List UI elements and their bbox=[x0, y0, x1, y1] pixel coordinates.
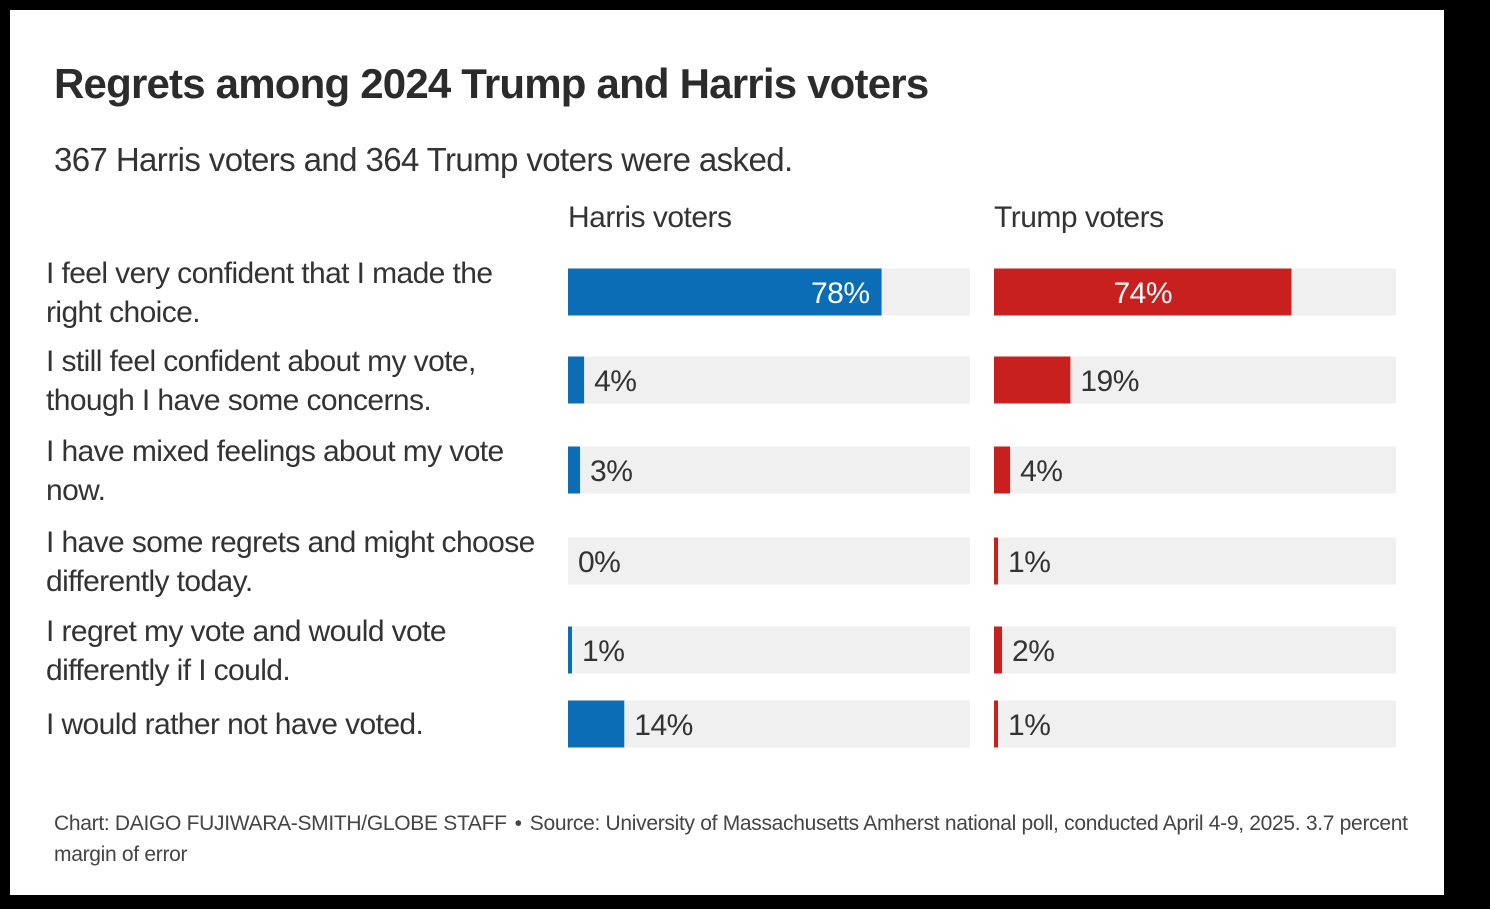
harris-bar bbox=[568, 268, 882, 316]
harris-bar bbox=[568, 700, 625, 748]
harris-bar bbox=[568, 446, 581, 494]
chart-title: Regrets among 2024 Trump and Harris vote… bbox=[54, 60, 929, 107]
bar-chart: Harris voters Trump voters I feel very con… bbox=[46, 201, 1396, 748]
harris-value-label: 4% bbox=[594, 365, 636, 398]
footer-separator: • bbox=[514, 812, 522, 835]
category-label: I have some regrets and might choose bbox=[46, 526, 535, 559]
bar-track bbox=[994, 700, 1396, 748]
harris-value-label: 1% bbox=[582, 635, 624, 668]
bar-track bbox=[994, 537, 1396, 585]
category-label: I feel very confident that I made the bbox=[46, 257, 492, 290]
trump-value-label: 19% bbox=[1080, 365, 1139, 398]
category-label: I regret my vote and would vote bbox=[46, 615, 446, 648]
trump-value-label: 1% bbox=[1008, 546, 1050, 579]
category-label: I still feel confident about my vote, bbox=[46, 345, 476, 378]
harris-bar bbox=[568, 626, 573, 674]
bar-track bbox=[994, 626, 1396, 674]
chart-footer: Chart: DAIGO FUJIWARA-SMITH/GLOBE STAFF •… bbox=[54, 808, 1414, 870]
chart-source: Source: University of Massachusetts Amhe… bbox=[54, 812, 1408, 866]
trump-value-label: 74% bbox=[1113, 277, 1172, 310]
chart-credit: Chart: DAIGO FUJIWARA-SMITH/GLOBE STAFF bbox=[54, 812, 507, 835]
category-label: I would rather not have voted. bbox=[46, 708, 423, 741]
trump-value-label: 2% bbox=[1012, 635, 1054, 668]
chart-card: Regrets among 2024 Trump and Harris vote… bbox=[10, 10, 1444, 895]
category-label: differently today. bbox=[46, 565, 253, 598]
trump-bar bbox=[994, 356, 1071, 404]
trump-bar bbox=[994, 268, 1292, 316]
bar-track bbox=[994, 446, 1396, 494]
series-header-trump: Trump voters bbox=[994, 201, 1164, 234]
harris-value-label: 0% bbox=[578, 546, 620, 579]
bar-track bbox=[568, 356, 970, 404]
trump-bar bbox=[994, 446, 1011, 494]
bar-track bbox=[568, 700, 970, 748]
category-label: I have mixed feelings about my vote bbox=[46, 435, 504, 468]
category-label: right choice. bbox=[46, 296, 200, 329]
bar-track bbox=[568, 626, 970, 674]
trump-value-label: 1% bbox=[1008, 709, 1050, 742]
harris-value-label: 78% bbox=[811, 277, 870, 310]
trump-bar bbox=[994, 626, 1003, 674]
harris-bar bbox=[568, 356, 585, 404]
category-label: now. bbox=[46, 474, 105, 507]
trump-bar bbox=[994, 700, 999, 748]
harris-value-label: 14% bbox=[634, 709, 693, 742]
chart-subtitle: 367 Harris voters and 364 Trump voters w… bbox=[54, 141, 793, 178]
bar-track bbox=[568, 537, 970, 585]
trump-bar bbox=[994, 537, 999, 585]
series-header-harris: Harris voters bbox=[568, 201, 732, 234]
trump-value-label: 4% bbox=[1020, 455, 1062, 488]
harris-value-label: 3% bbox=[590, 455, 632, 488]
bar-track bbox=[568, 446, 970, 494]
category-label: differently if I could. bbox=[46, 654, 290, 687]
category-label: though I have some concerns. bbox=[46, 384, 431, 417]
